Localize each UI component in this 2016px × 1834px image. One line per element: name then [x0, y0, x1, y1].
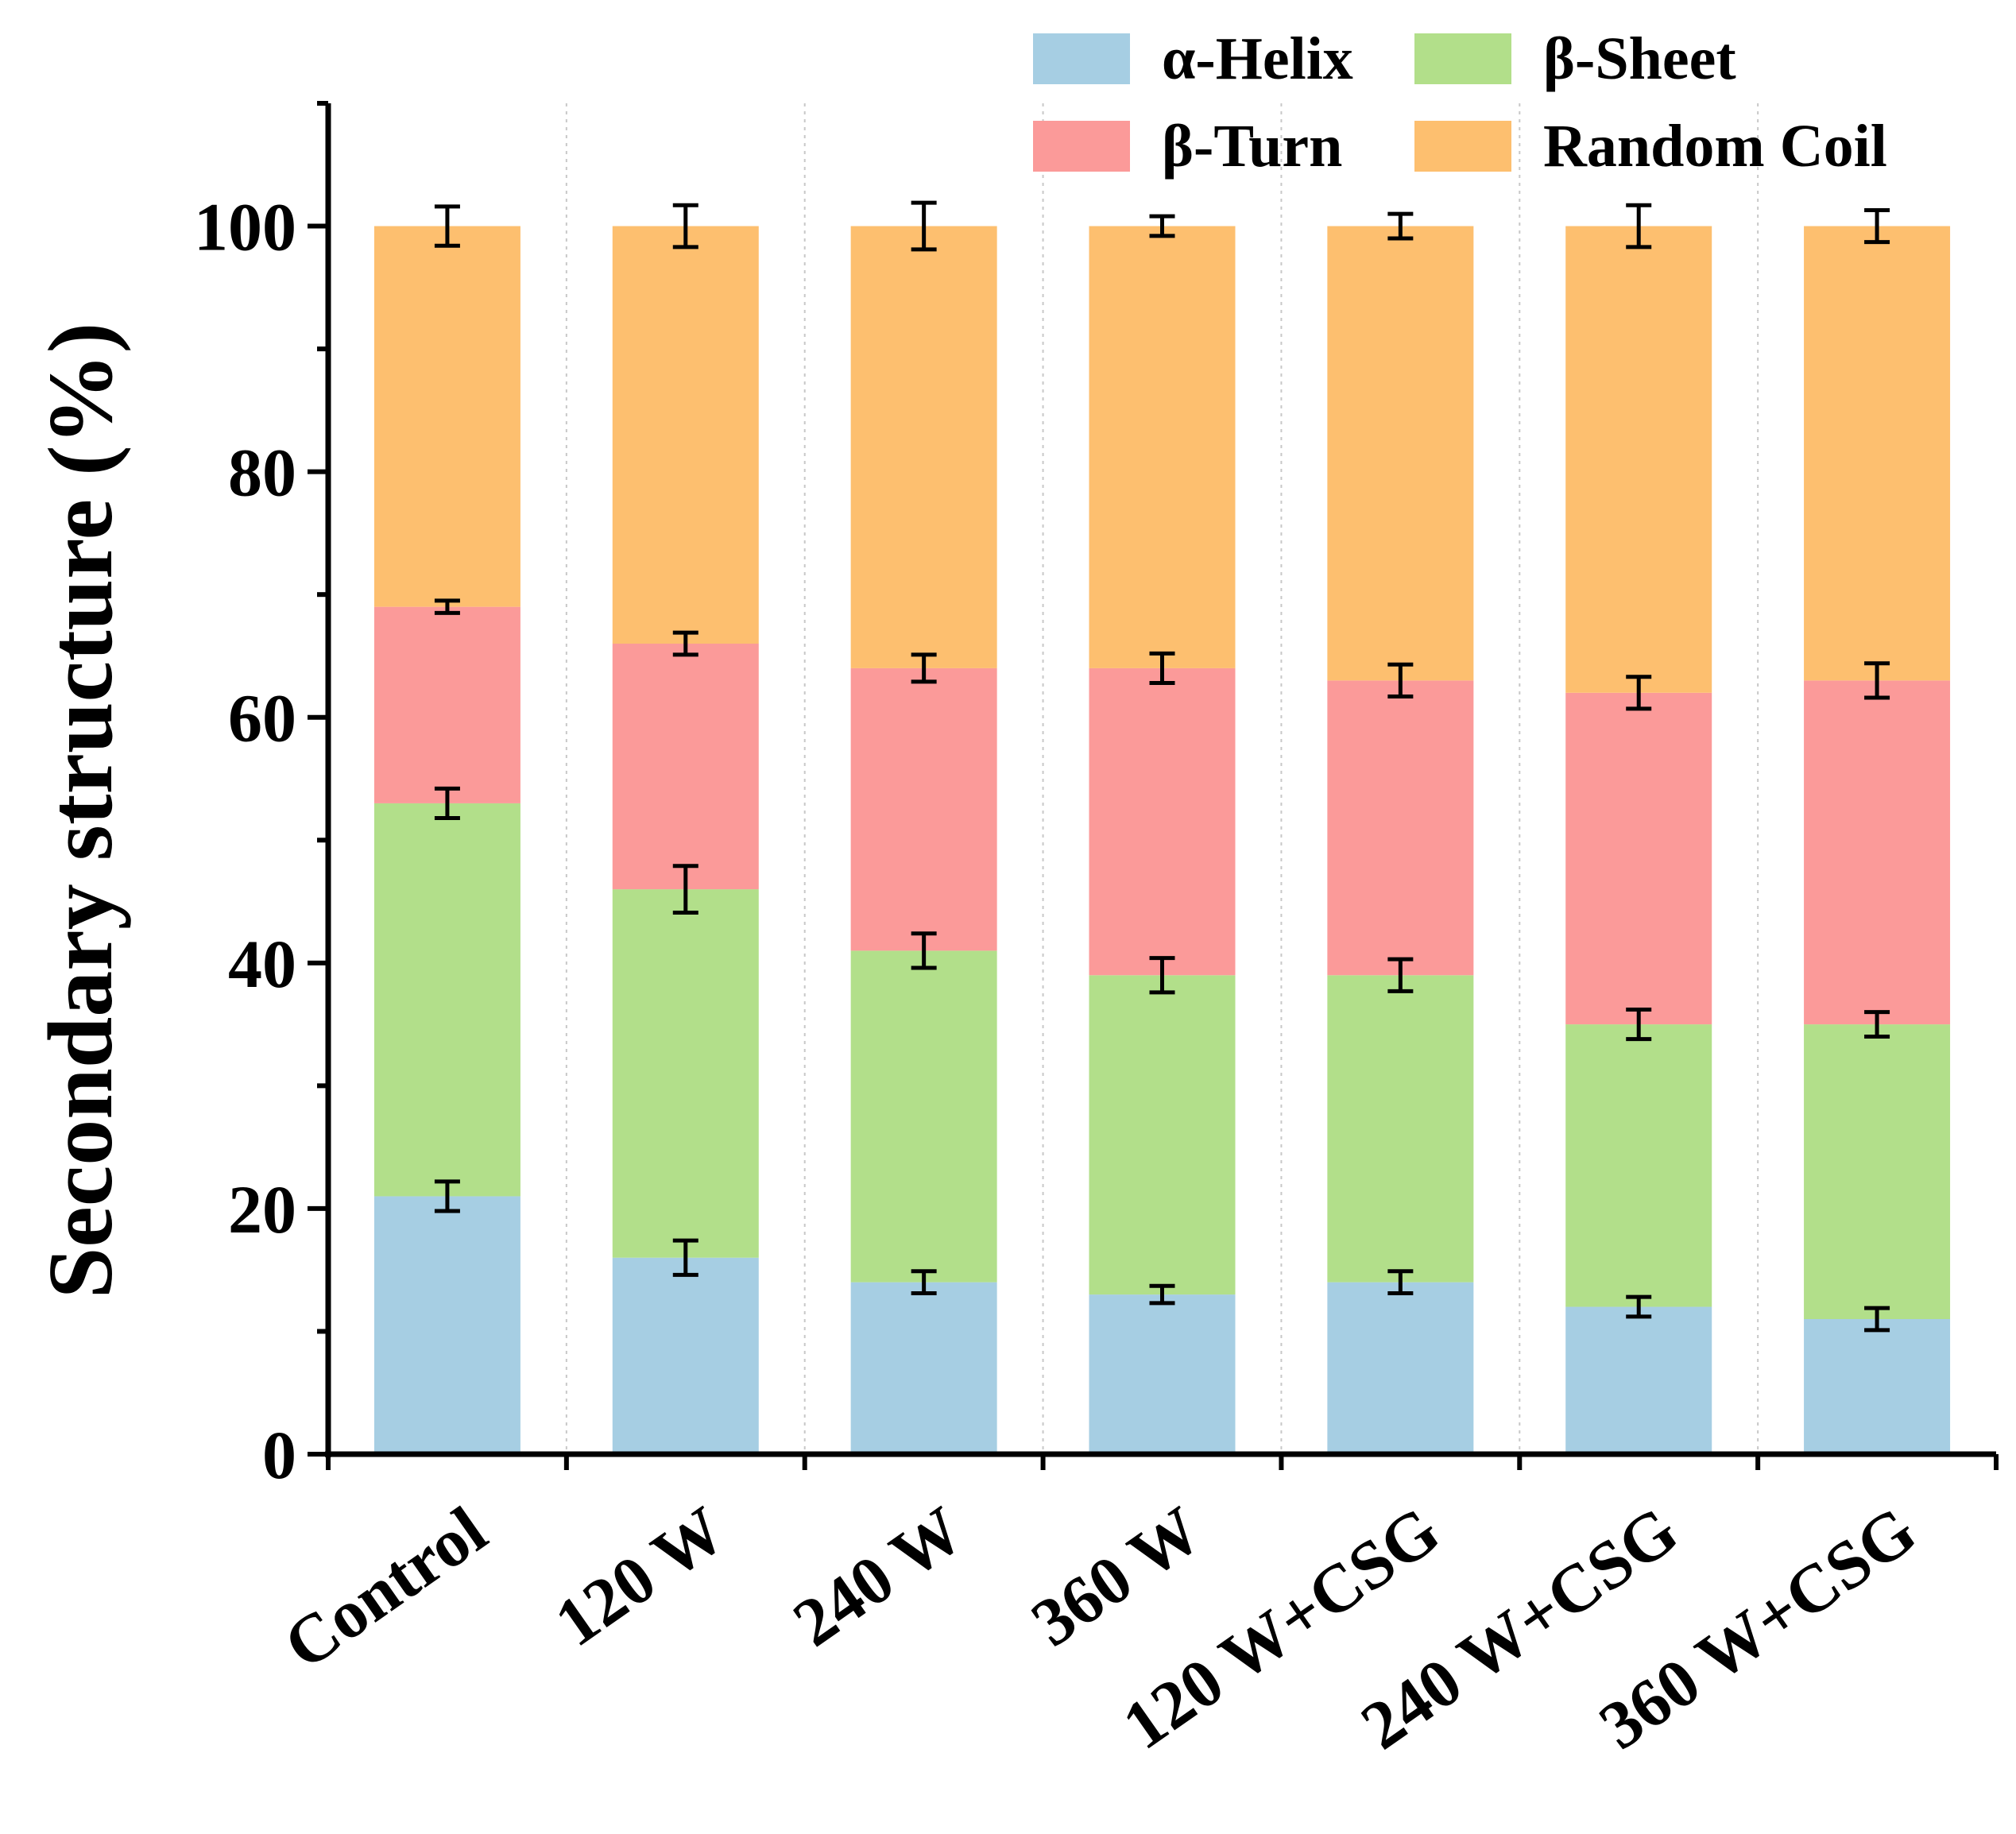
legend-label: β-Sheet	[1543, 25, 1736, 92]
error-bar	[1387, 211, 1414, 241]
bar-helix-5	[1565, 1306, 1712, 1454]
y-tick-label: 60	[228, 680, 296, 756]
bar-turn-5	[1565, 692, 1712, 1025]
x-category-label: 240 W	[780, 1492, 977, 1661]
error-bar	[1864, 1306, 1890, 1333]
error-bar	[1149, 214, 1175, 238]
legend-swatch	[1414, 121, 1511, 172]
error-bar	[434, 598, 460, 615]
y-tick-label: 20	[228, 1171, 296, 1248]
bar-sheet-4	[1327, 975, 1474, 1283]
error-bar	[434, 204, 460, 248]
bar-helix-4	[1327, 1282, 1474, 1454]
bar-turn-3	[1089, 667, 1236, 976]
bar-random-coil-6	[1804, 226, 1951, 681]
bar-helix-2	[850, 1282, 997, 1454]
bar-turn-1	[612, 644, 759, 890]
legend-label: Random Coil	[1543, 113, 1887, 180]
bar-sheet-5	[1565, 1024, 1712, 1307]
bar-random-coil-5	[1565, 226, 1712, 693]
y-tick-label: 0	[262, 1417, 296, 1493]
error-bar	[672, 203, 698, 250]
error-bar	[434, 786, 460, 820]
legend-item: Random Coil	[1414, 113, 1887, 180]
bar-random-coil-4	[1327, 226, 1474, 681]
bar-turn-6	[1804, 680, 1951, 1025]
y-tick-label: 100	[194, 189, 296, 265]
error-bar	[1626, 675, 1652, 711]
bar-sheet-0	[373, 803, 520, 1197]
error-bar	[911, 1269, 937, 1296]
legend-swatch	[1033, 33, 1130, 84]
error-bar	[1864, 661, 1890, 700]
bar-random-coil-1	[612, 226, 759, 644]
error-bar	[1626, 203, 1652, 250]
error-bar	[1149, 956, 1175, 995]
bar-helix-6	[1804, 1319, 1951, 1454]
bar-sheet-6	[1804, 1024, 1951, 1319]
bar-helix-3	[1089, 1294, 1236, 1454]
bar-helix-0	[373, 1196, 520, 1454]
legend-swatch	[1033, 121, 1130, 172]
y-tick-label: 40	[228, 926, 296, 1002]
legend-item: β-Sheet	[1414, 25, 1736, 92]
error-bar	[911, 200, 937, 252]
y-axis-title: Secondary structure (%)	[30, 323, 132, 1299]
error-bar	[1387, 957, 1414, 993]
legend-item: α-Helix	[1033, 25, 1353, 92]
bar-sheet-3	[1089, 975, 1236, 1295]
bar-random-coil-3	[1089, 226, 1236, 668]
x-category-label: 360 W	[1018, 1492, 1215, 1661]
bar-turn-2	[850, 667, 997, 951]
bar-random-coil-0	[373, 226, 520, 607]
error-bar	[911, 652, 937, 684]
bar-sheet-2	[850, 950, 997, 1283]
legend-label: β-Turn	[1162, 113, 1342, 180]
error-bar	[1864, 207, 1890, 245]
error-bar	[434, 1179, 460, 1213]
legend-label: α-Helix	[1162, 25, 1353, 92]
error-bar	[1864, 1010, 1890, 1039]
bar-sheet-1	[612, 889, 759, 1258]
bar-turn-4	[1327, 680, 1474, 976]
error-bar	[1149, 1283, 1175, 1306]
error-bar	[911, 931, 937, 970]
legend-swatch	[1414, 33, 1511, 84]
x-category-label: 120 W	[541, 1492, 738, 1661]
y-tick-label: 80	[228, 435, 296, 511]
legend: α-Helix β-Sheet β-Turn Random Coil	[1033, 25, 1887, 180]
bar-random-coil-2	[850, 226, 997, 668]
error-bar	[672, 1238, 698, 1277]
legend-item: β-Turn	[1033, 113, 1342, 180]
bar-turn-0	[373, 606, 520, 803]
error-bar	[1149, 651, 1175, 685]
error-bar	[1626, 1008, 1652, 1042]
x-category-label: Control	[270, 1492, 500, 1684]
error-bar	[672, 630, 698, 657]
error-bar	[1626, 1294, 1652, 1319]
error-bar	[1387, 1269, 1414, 1296]
error-bar	[1387, 662, 1414, 698]
bar-helix-1	[612, 1257, 759, 1454]
error-bar	[672, 864, 698, 915]
